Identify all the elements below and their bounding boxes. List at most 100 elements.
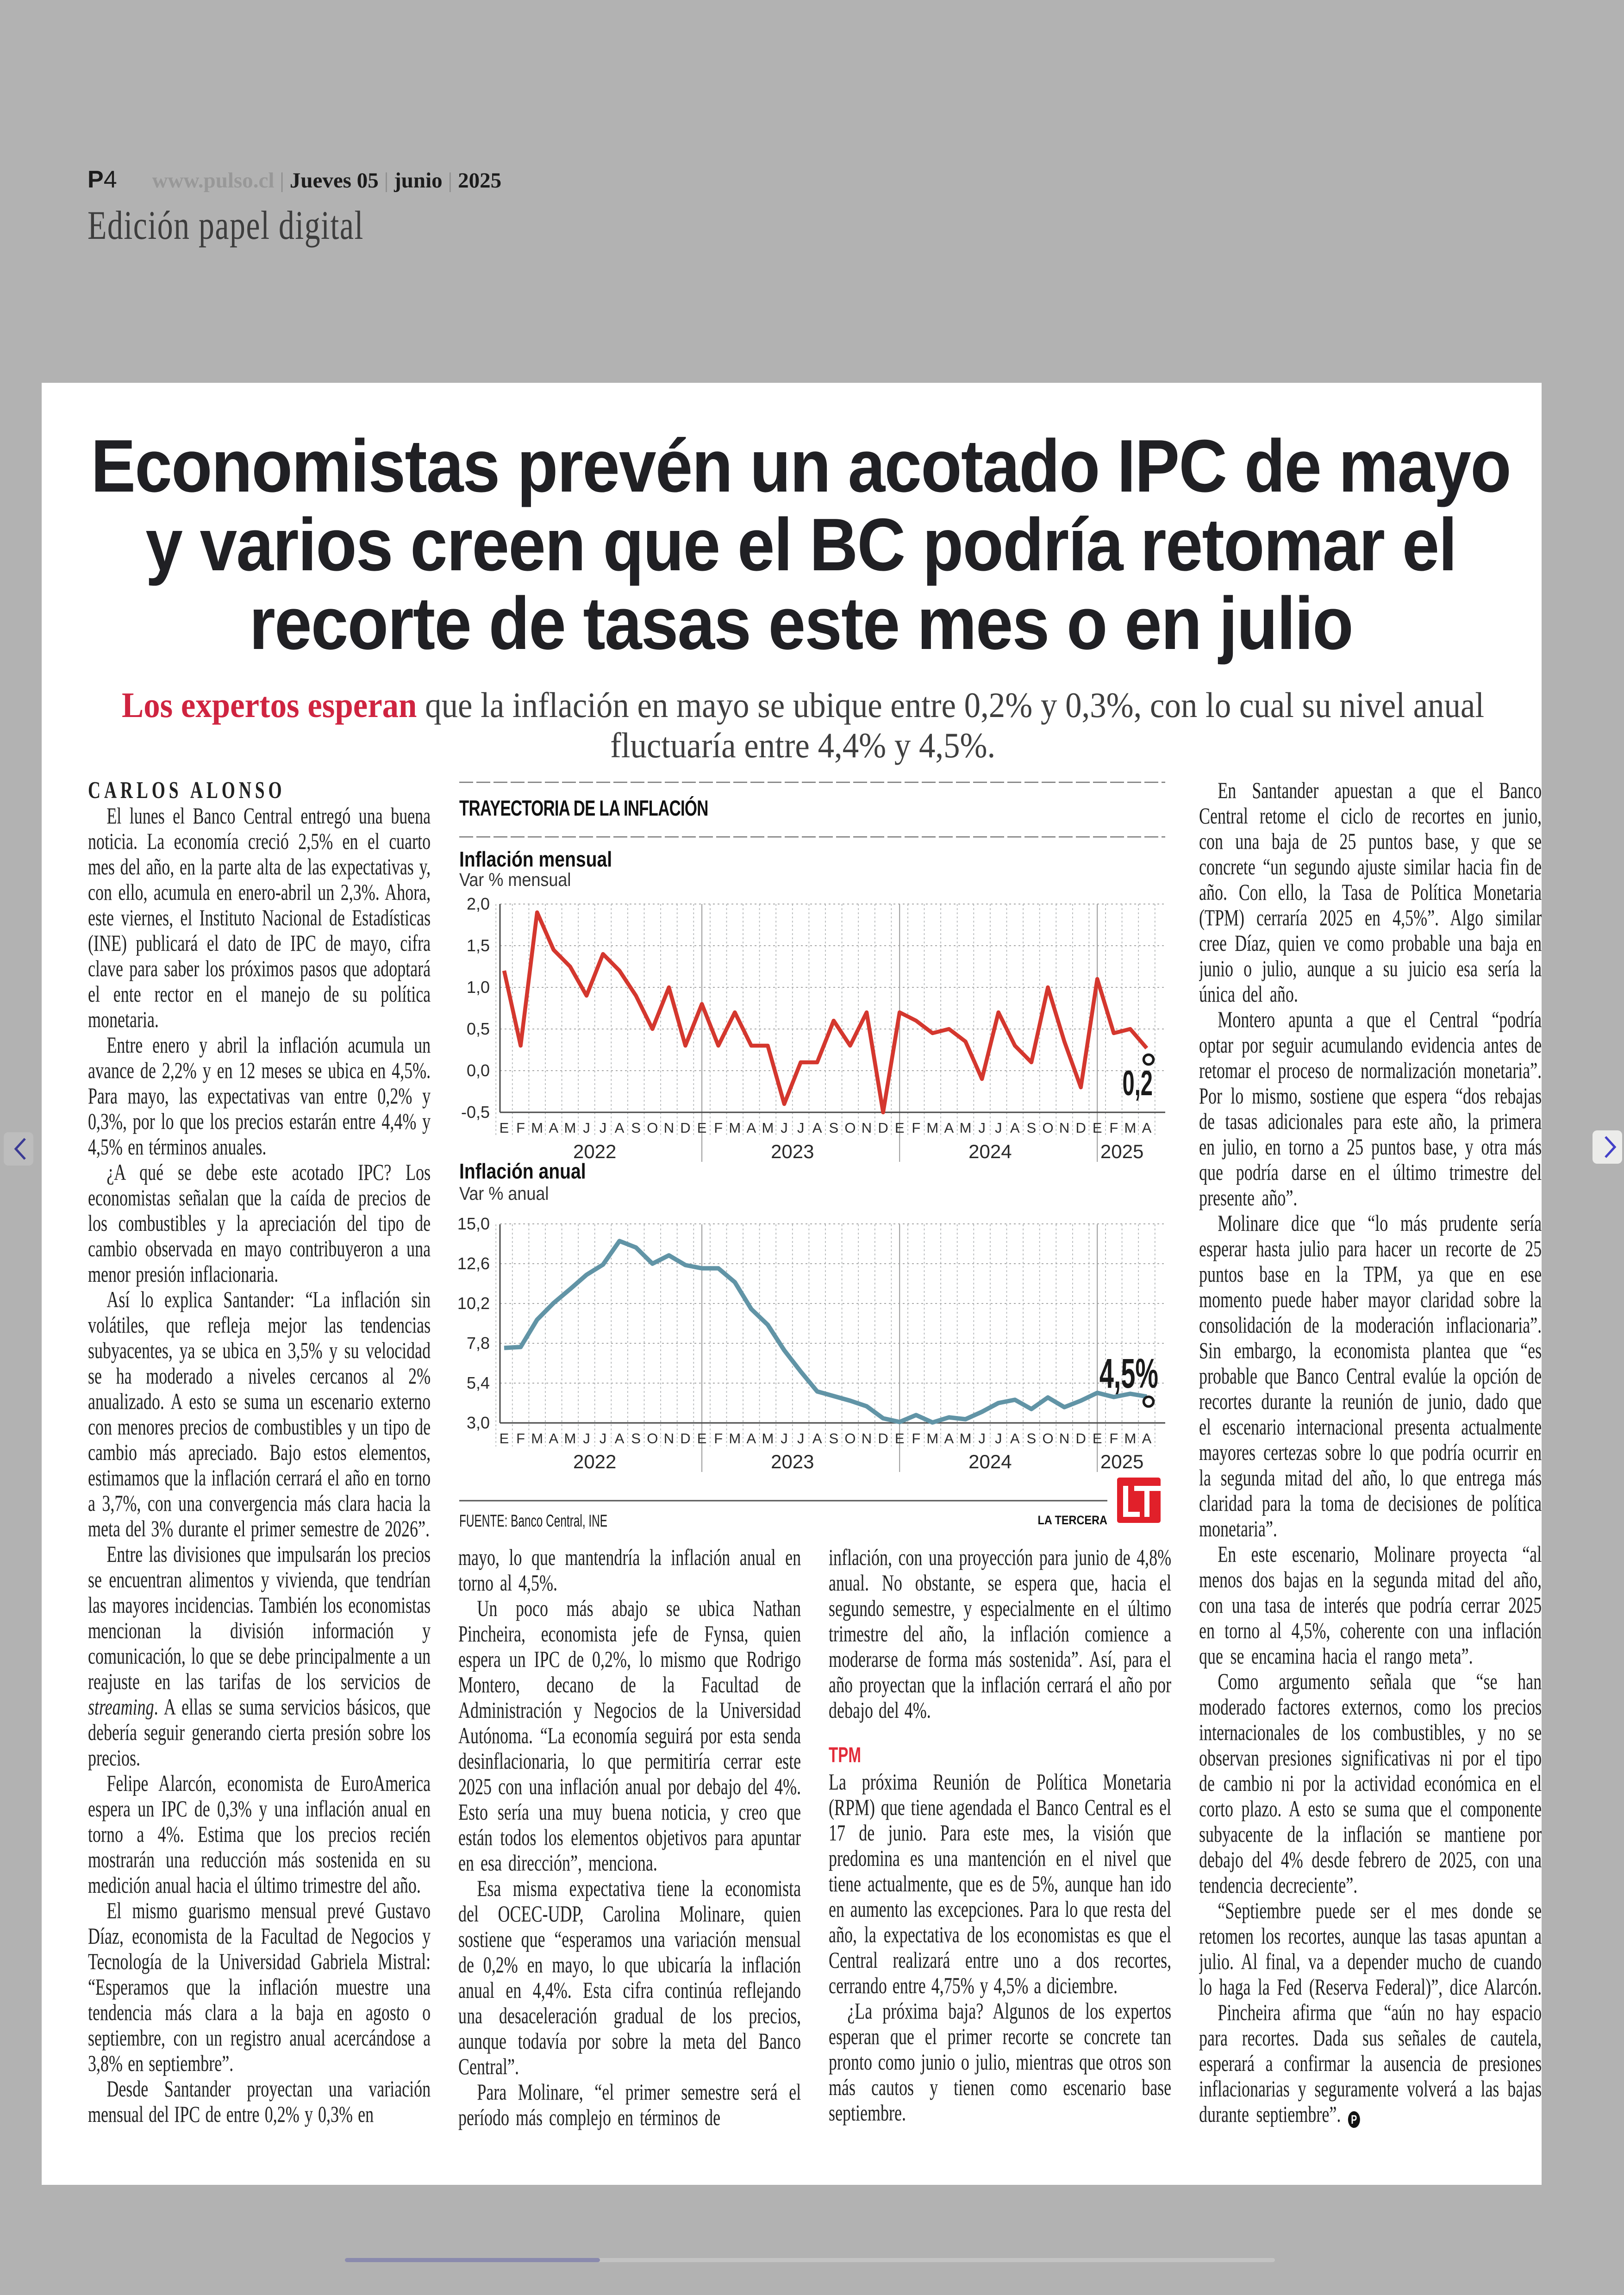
svg-text:E: E (895, 1430, 905, 1447)
svg-text:J: J (995, 1120, 1002, 1136)
svg-text:A: A (944, 1430, 954, 1447)
svg-text:D: D (878, 1430, 888, 1447)
svg-text:O: O (844, 1120, 856, 1136)
svg-text:O: O (1042, 1120, 1053, 1136)
svg-text:J: J (995, 1430, 1002, 1447)
svg-text:M: M (926, 1120, 938, 1136)
svg-text:3,0: 3,0 (467, 1413, 490, 1432)
svg-text:M: M (564, 1120, 576, 1136)
svg-text:A: A (746, 1120, 756, 1136)
svg-text:D: D (680, 1430, 690, 1447)
svg-text:J: J (978, 1120, 986, 1136)
svg-text:F: F (516, 1430, 525, 1447)
svg-text:M: M (531, 1120, 543, 1136)
svg-text:E: E (697, 1120, 707, 1136)
svg-text:J: J (583, 1430, 590, 1447)
svg-text:N: N (1059, 1120, 1069, 1136)
svg-text:E: E (895, 1120, 905, 1136)
svg-text:7,8: 7,8 (467, 1334, 490, 1353)
svg-text:M: M (960, 1120, 972, 1136)
svg-text:D: D (680, 1120, 690, 1136)
svg-text:S: S (1027, 1120, 1037, 1136)
svg-text:E: E (500, 1430, 509, 1447)
svg-text:N: N (862, 1120, 872, 1136)
svg-text:2025: 2025 (1100, 1451, 1143, 1472)
svg-text:M: M (762, 1120, 774, 1136)
svg-text:2025: 2025 (1100, 1141, 1143, 1162)
svg-text:M: M (729, 1430, 741, 1447)
svg-text:J: J (781, 1120, 788, 1136)
svg-text:M: M (564, 1430, 576, 1447)
svg-text:J: J (797, 1430, 805, 1447)
svg-text:N: N (862, 1430, 872, 1447)
svg-text:A: A (1142, 1430, 1152, 1447)
svg-text:A: A (746, 1430, 756, 1447)
svg-text:O: O (1042, 1430, 1053, 1447)
svg-text:2,0: 2,0 (467, 894, 490, 913)
svg-text:S: S (829, 1120, 838, 1136)
svg-text:J: J (797, 1120, 805, 1136)
svg-text:N: N (664, 1430, 674, 1447)
svg-text:10,2: 10,2 (458, 1294, 490, 1313)
svg-text:A: A (944, 1120, 954, 1136)
svg-text:A: A (812, 1430, 822, 1447)
svg-text:A: A (549, 1430, 558, 1447)
svg-text:D: D (1076, 1430, 1086, 1447)
svg-text:M: M (729, 1120, 741, 1136)
svg-text:J: J (600, 1120, 607, 1136)
svg-text:N: N (1059, 1430, 1069, 1447)
svg-text:-0,5: -0,5 (461, 1103, 490, 1122)
svg-text:F: F (714, 1120, 723, 1136)
svg-text:Inflación mensual: Inflación mensual (459, 848, 612, 872)
svg-text:LA TERCERA: LA TERCERA (1038, 1514, 1107, 1528)
svg-text:N: N (664, 1120, 674, 1136)
svg-text:M: M (1124, 1430, 1136, 1447)
svg-text:A: A (1010, 1430, 1020, 1447)
svg-text:12,6: 12,6 (458, 1254, 490, 1273)
svg-text:2024: 2024 (968, 1451, 1012, 1472)
svg-text:J: J (781, 1430, 788, 1447)
svg-text:D: D (1076, 1120, 1086, 1136)
svg-text:F: F (714, 1430, 723, 1447)
svg-text:A: A (1010, 1120, 1020, 1136)
svg-text:S: S (829, 1430, 838, 1447)
svg-text:2022: 2022 (573, 1141, 616, 1162)
svg-text:S: S (631, 1120, 641, 1136)
svg-text:A: A (615, 1120, 625, 1136)
svg-text:O: O (844, 1430, 856, 1447)
svg-text:S: S (631, 1430, 641, 1447)
svg-text:0,5: 0,5 (467, 1019, 490, 1038)
svg-text:S: S (1027, 1430, 1037, 1447)
svg-text:4,5%: 4,5% (1099, 1350, 1158, 1397)
svg-text:1,5: 1,5 (467, 936, 490, 955)
svg-text:F: F (912, 1430, 920, 1447)
svg-text:FUENTE: Banco Central, INE: FUENTE: Banco Central, INE (459, 1511, 607, 1530)
svg-text:A: A (549, 1120, 558, 1136)
svg-text:M: M (762, 1430, 774, 1447)
svg-text:2023: 2023 (771, 1141, 814, 1162)
svg-text:Inflación anual: Inflación anual (459, 1160, 586, 1184)
svg-text:0,0: 0,0 (467, 1061, 490, 1080)
svg-text:F: F (516, 1120, 525, 1136)
svg-text:0,2: 0,2 (1123, 1064, 1153, 1103)
svg-text:M: M (960, 1430, 972, 1447)
svg-text:2024: 2024 (968, 1141, 1012, 1162)
svg-text:M: M (1124, 1120, 1136, 1136)
svg-text:D: D (878, 1120, 888, 1136)
svg-text:A: A (1142, 1120, 1152, 1136)
svg-text:15,0: 15,0 (458, 1214, 490, 1233)
svg-text:J: J (600, 1430, 607, 1447)
svg-text:E: E (500, 1120, 509, 1136)
svg-text:M: M (531, 1430, 543, 1447)
svg-text:5,4: 5,4 (467, 1373, 490, 1392)
svg-text:1,0: 1,0 (467, 978, 490, 997)
svg-text:E: E (697, 1430, 707, 1447)
svg-text:Var % mensual: Var % mensual (459, 870, 571, 890)
svg-text:E: E (1093, 1430, 1102, 1447)
svg-text:O: O (647, 1430, 658, 1447)
svg-text:E: E (1093, 1120, 1102, 1136)
svg-text:Var % anual: Var % anual (459, 1184, 549, 1204)
svg-text:M: M (926, 1430, 938, 1447)
svg-text:A: A (615, 1430, 625, 1447)
svg-text:F: F (1109, 1120, 1118, 1136)
